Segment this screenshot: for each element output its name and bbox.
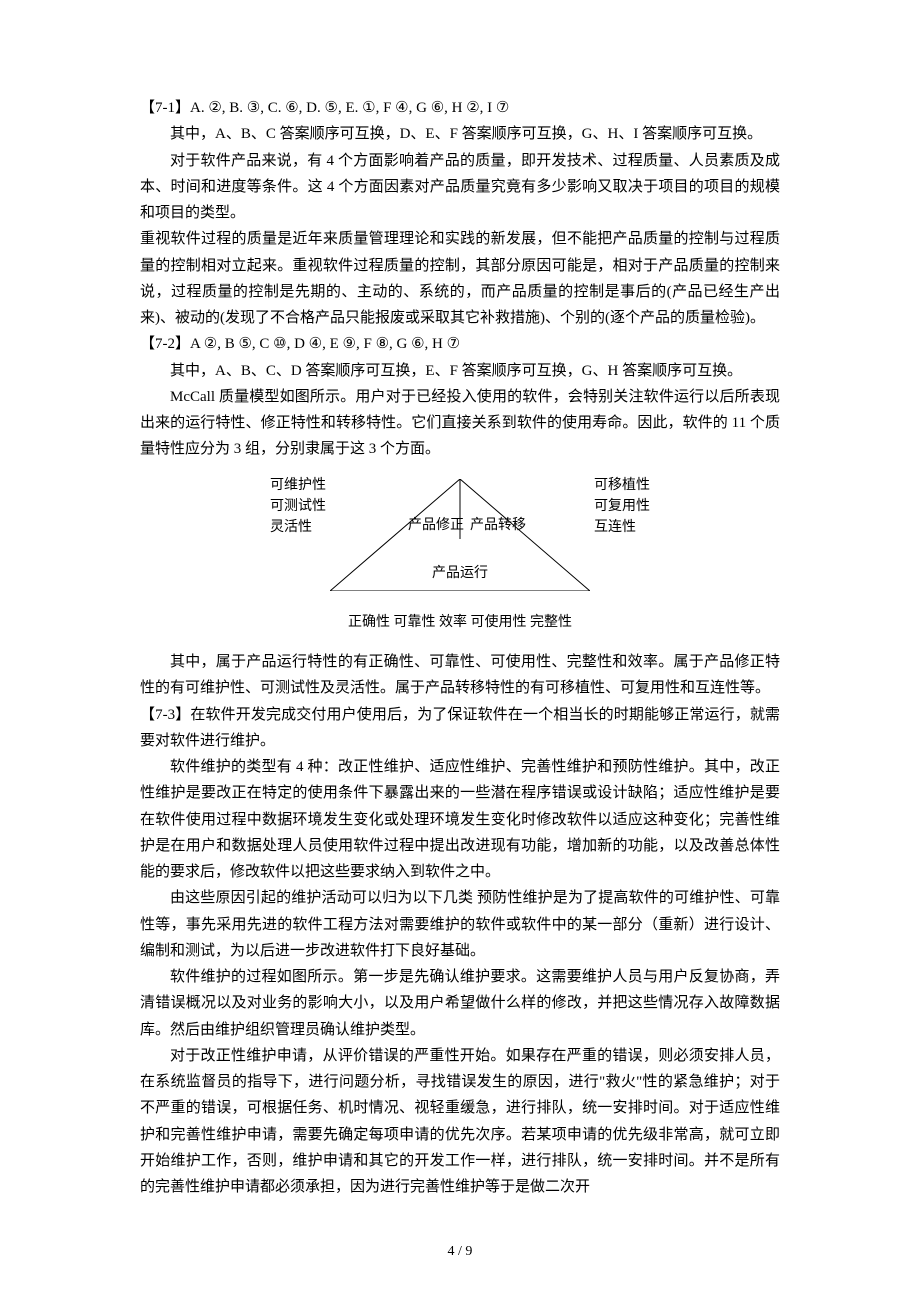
para-mccall-intro: McCall 质量模型如图所示。用户对于已经投入使用的软件，会特别关注软件运行以…	[140, 384, 780, 463]
label-testability: 可测试性	[270, 496, 326, 517]
label-portability: 可移植性	[594, 475, 650, 496]
para-factors: 对于软件产品来说，有 4 个方面影响着产品的质量，即开发技术、过程质量、人员素质…	[140, 148, 780, 227]
label-reusability: 可复用性	[594, 496, 650, 517]
label-interoperability: 互连性	[594, 517, 650, 538]
label-flexibility: 灵活性	[270, 517, 326, 538]
para-preventive-maintenance: 由这些原因引起的维护活动可以归为以下几类 预防性维护是为了提高软件的可维护性、可…	[140, 885, 780, 964]
para-maintenance-types: 软件维护的类型有 4 种：改正性维护、适应性维护、完善性维护和预防性维护。其中，…	[140, 754, 780, 885]
diagram-right-labels: 可移植性 可复用性 互连性	[594, 475, 650, 538]
answer-7-1: 【7-1】A. ②, B. ③, C. ⑥, D. ⑤, E. ①, F ④, …	[140, 95, 780, 121]
page-footer: 4 / 9	[140, 1240, 780, 1265]
diagram-left-labels: 可维护性 可测试性 灵活性	[270, 475, 326, 538]
note-7-2-swap: 其中，A、B、C、D 答案顺序可互换，E、F 答案顺序可互换，G、H 答案顺序可…	[140, 358, 780, 384]
para-maintenance-process: 软件维护的过程如图所示。第一步是先确认维护要求。这需要维护人员与用户反复协商，弄…	[140, 964, 780, 1043]
para-traits: 其中，属于产品运行特性的有正确性、可靠性、可使用性、完整性和效率。属于产品修正特…	[140, 649, 780, 702]
para-corrective-maintenance: 对于改正性维护申请，从评价错误的严重性开始。如果存在严重的错误，则必须安排人员，…	[140, 1043, 780, 1201]
label-product-transition: 产品转移	[470, 519, 526, 533]
label-product-operation: 产品运行	[432, 567, 488, 581]
page-container: 【7-1】A. ②, B. ③, C. ⑥, D. ⑤, E. ①, F ④, …	[70, 0, 850, 1305]
answer-7-3: 【7-3】在软件开发完成交付用户使用后，为了保证软件在一个相当长的时期能够正常运…	[140, 702, 780, 755]
para-process-quality: 重视软件过程的质量是近年来质量管理理论和实践的新发展，但不能把产品质量的控制与过…	[140, 226, 780, 331]
label-maintainability: 可维护性	[270, 475, 326, 496]
mccall-diagram: 可维护性 可测试性 灵活性 可移植性 可复用性 互连性 产品修正 产品转移 产品…	[140, 475, 780, 605]
label-product-revision: 产品修正	[408, 519, 464, 533]
answer-7-2: 【7-2】A ②, B ⑤, C ⑩, D ④, E ⑨, F ⑧, G ⑥, …	[140, 331, 780, 357]
note-7-1-swap: 其中，A、B、C 答案顺序可互换，D、E、F 答案顺序可互换，G、H、I 答案顺…	[140, 121, 780, 147]
diagram-caption: 正确性 可靠性 效率 可使用性 完整性	[140, 611, 780, 636]
